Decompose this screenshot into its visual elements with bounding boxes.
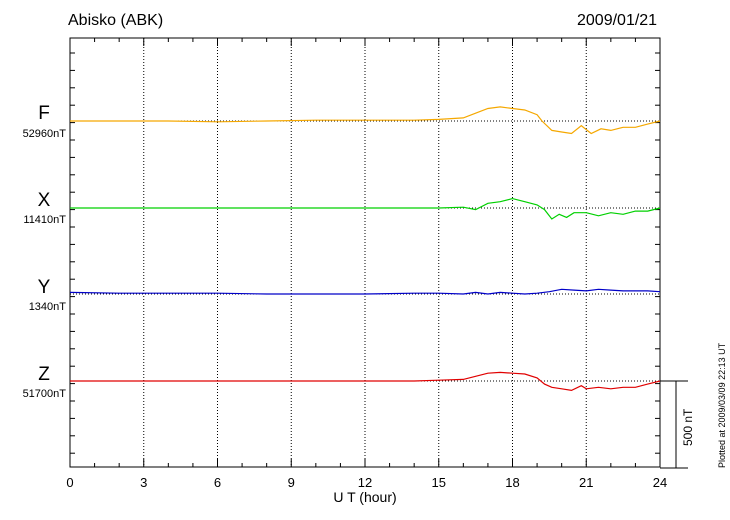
scale-bar-label: 500 nT bbox=[681, 408, 695, 446]
baseline-x: 11410nT bbox=[23, 214, 66, 226]
x-tick-label: 6 bbox=[214, 475, 221, 490]
x-tick-label: 0 bbox=[66, 475, 73, 490]
x-tick-label: 9 bbox=[288, 475, 295, 490]
label-y: Y bbox=[37, 277, 51, 298]
trace-z bbox=[70, 371, 661, 392]
x-tick-label: 24 bbox=[653, 475, 667, 490]
trace-f bbox=[70, 106, 661, 135]
x-axis-title: U T (hour) bbox=[333, 489, 396, 505]
x-tick-label: 21 bbox=[579, 475, 593, 490]
label-z: Z bbox=[38, 364, 50, 385]
date-title: 2009/01/21 bbox=[577, 12, 658, 29]
x-tick-label: 3 bbox=[140, 475, 147, 490]
label-f: F bbox=[38, 103, 50, 124]
baseline-y: 1340nT bbox=[28, 301, 66, 313]
plotted-note: Plotted at 2009/03/09 22:13 UT bbox=[717, 342, 727, 468]
baseline-z: 51700nT bbox=[22, 388, 66, 400]
plot-frame bbox=[69, 37, 661, 468]
x-tick-label: 12 bbox=[358, 475, 372, 490]
x-tick-label: 18 bbox=[505, 475, 519, 490]
trace-x bbox=[70, 197, 661, 220]
label-x: X bbox=[37, 190, 51, 211]
baseline-f: 52960nT bbox=[22, 128, 66, 140]
station-title: Abisko (ABK) bbox=[68, 12, 164, 29]
x-tick-label: 15 bbox=[432, 475, 446, 490]
trace-y bbox=[69, 288, 661, 295]
